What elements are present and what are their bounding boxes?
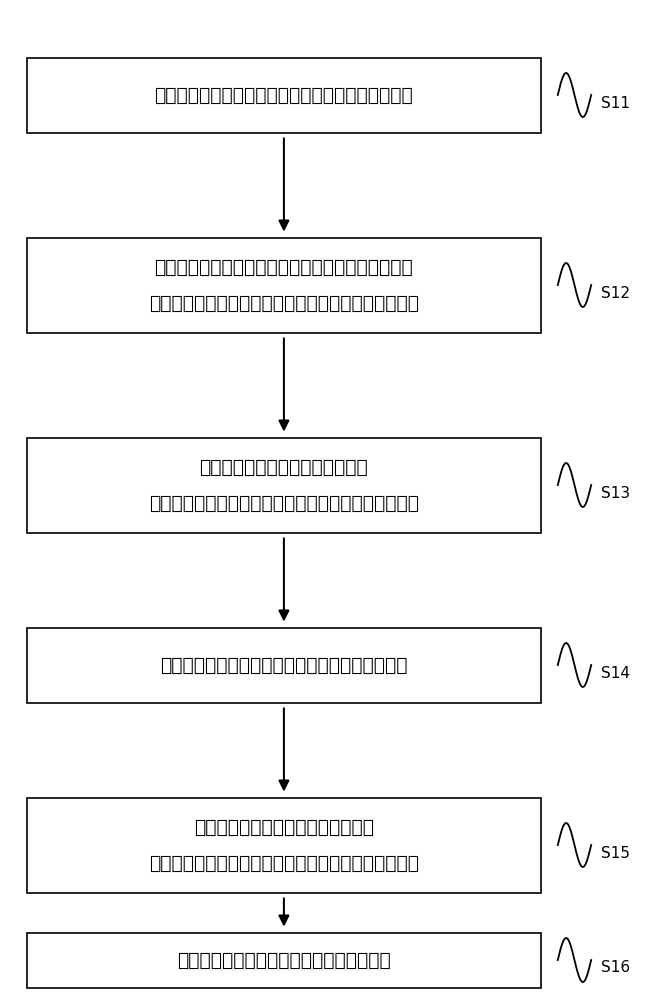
Text: S16: S16 xyxy=(601,960,631,976)
Text: 将所述预报值转化为随时间变化的指示信号: 将所述预报值转化为随时间变化的指示信号 xyxy=(177,950,391,970)
Bar xyxy=(27,237,541,332)
Text: S14: S14 xyxy=(601,666,630,680)
Text: 区和所述感兴趣区内的采样子区域: 区和所述感兴趣区内的采样子区域 xyxy=(200,457,368,476)
Bar xyxy=(27,438,541,532)
Text: S15: S15 xyxy=(601,846,630,860)
Text: 基于所述超声信息中软组织的特征和所述软组织的边界: 基于所述超声信息中软组织的特征和所述软组织的边界 xyxy=(149,294,419,313)
Text: 从选定的感兴趣区中提取所述软组织的形态学参数: 从选定的感兴趣区中提取所述软组织的形态学参数 xyxy=(160,656,407,674)
Text: S11: S11 xyxy=(601,96,630,110)
Bar xyxy=(27,628,541,702)
Text: S12: S12 xyxy=(601,286,630,300)
Bar xyxy=(27,932,541,988)
Bar xyxy=(27,798,541,892)
Text: 根据所述形态学参数，计算利用所述至少一种软组织形: 根据所述形态学参数，计算利用所述至少一种软组织形 xyxy=(149,854,419,873)
Text: 态响应来表征探头接触状态的预报值: 态响应来表征探头接触状态的预报值 xyxy=(194,817,374,836)
Text: 特征，识别出所述超声信息中所述软组织的边界位置: 特征，识别出所述超声信息中所述软组织的边界位置 xyxy=(154,257,413,276)
Text: 基于所述边界位置和预设的区域划分条件，确定感兴趣: 基于所述边界位置和预设的区域划分条件，确定感兴趣 xyxy=(149,494,419,513)
Text: S13: S13 xyxy=(601,486,631,500)
Text: 采集被测对象对不同接触状态的形态响应的超声信息: 采集被测对象对不同接触状态的形态响应的超声信息 xyxy=(154,86,413,104)
Bar xyxy=(27,57,541,132)
